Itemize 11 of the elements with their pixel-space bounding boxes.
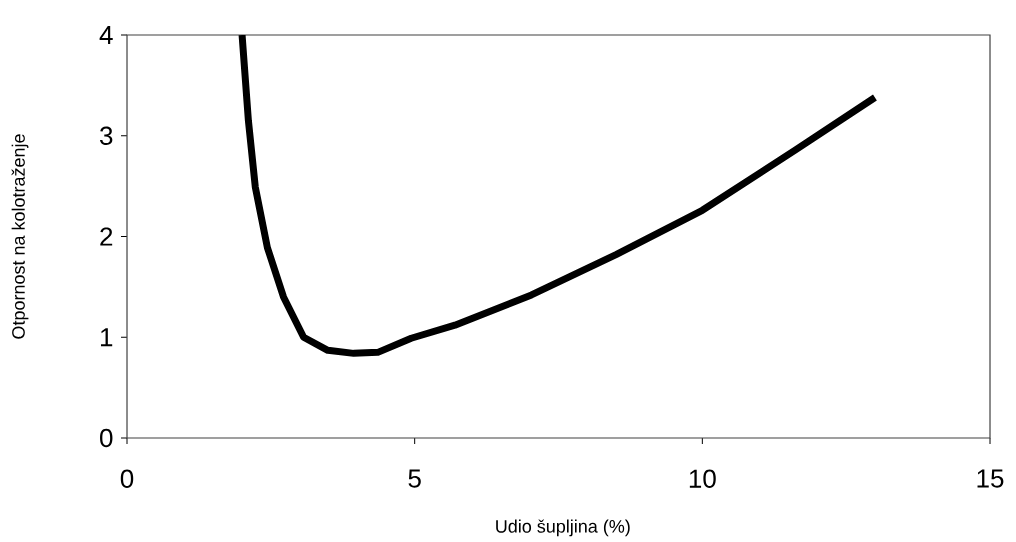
- y-tick-label: 0: [100, 428, 113, 448]
- y-tick-label: 4: [99, 26, 113, 44]
- y-tick-label: 3: [100, 126, 113, 145]
- x-tick-label: 0: [120, 469, 134, 488]
- y-tick-label: 1: [100, 328, 113, 347]
- y-axis-title: Otpornost na kolotraženje: [11, 134, 29, 339]
- x-axis-title: Udio šupljina (%): [496, 519, 630, 537]
- x-tick-label: 10: [689, 469, 716, 488]
- y-tick-label: 2: [100, 227, 113, 246]
- x-tick-label: 5: [408, 469, 421, 488]
- x-tick-label: 15: [977, 469, 1004, 488]
